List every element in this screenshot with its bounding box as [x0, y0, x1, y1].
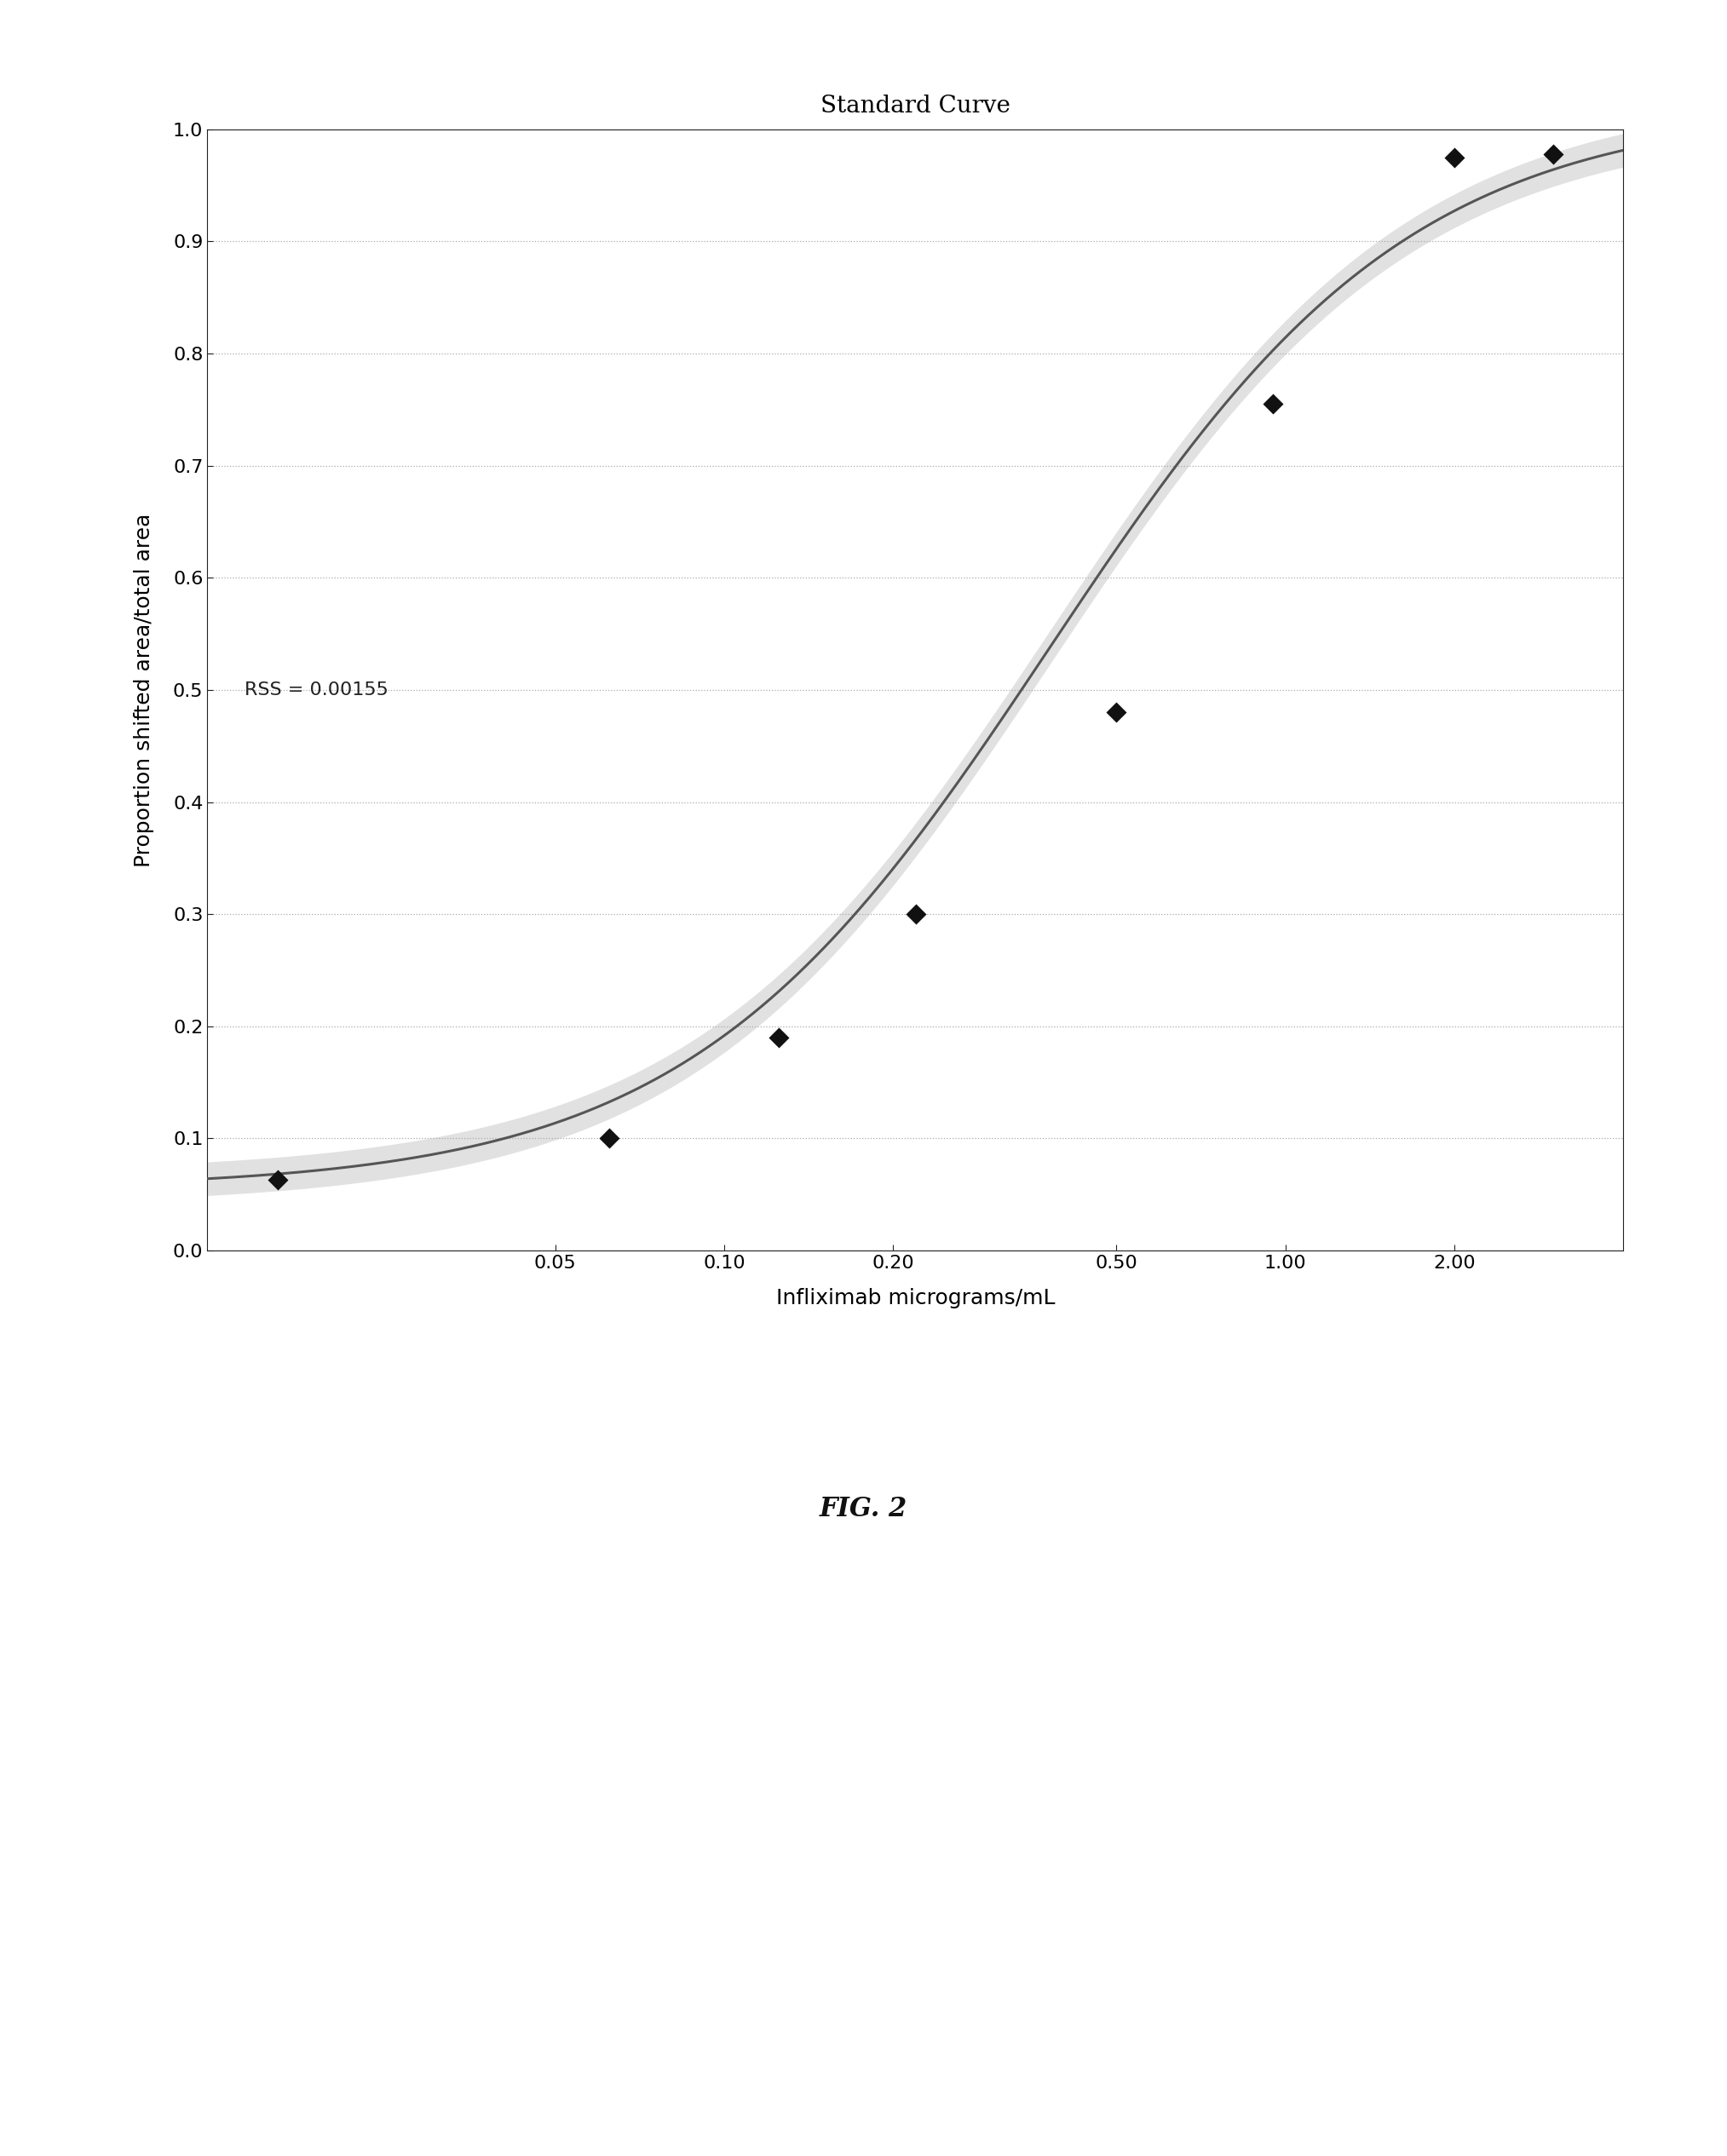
Point: [903, 897, 931, 931]
Point: [264, 1162, 292, 1197]
Title: Standard Curve: Standard Curve: [820, 95, 1010, 119]
Point: [765, 1020, 793, 1054]
Point: [1102, 694, 1129, 729]
Point: [596, 1121, 623, 1156]
Point: [1539, 136, 1566, 170]
Point: [1440, 140, 1468, 175]
Text: FIG. 2: FIG. 2: [820, 1496, 907, 1522]
Text: RSS = 0.00155: RSS = 0.00155: [245, 681, 389, 699]
Point: [1259, 386, 1287, 420]
X-axis label: Infliximab micrograms/mL: Infliximab micrograms/mL: [775, 1289, 1055, 1309]
Y-axis label: Proportion shifted area/total area: Proportion shifted area/total area: [133, 513, 154, 867]
